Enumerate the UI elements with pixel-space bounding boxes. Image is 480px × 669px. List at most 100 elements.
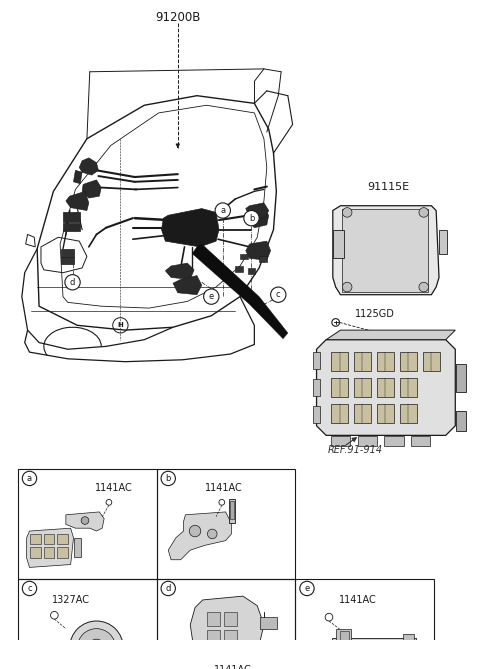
Polygon shape bbox=[326, 330, 456, 340]
Bar bbox=[403, 634, 414, 654]
Circle shape bbox=[81, 516, 89, 524]
Bar bbox=[206, 612, 220, 626]
Bar bbox=[313, 352, 320, 369]
Polygon shape bbox=[66, 512, 104, 531]
Bar bbox=[313, 379, 320, 396]
Text: c: c bbox=[276, 290, 281, 299]
Text: e: e bbox=[209, 292, 214, 301]
Polygon shape bbox=[248, 209, 269, 227]
Text: 1141AC: 1141AC bbox=[205, 483, 242, 493]
Bar bbox=[77, 667, 116, 669]
Bar bbox=[240, 254, 248, 260]
Text: 91115E: 91115E bbox=[367, 181, 409, 191]
Circle shape bbox=[88, 639, 105, 656]
Bar bbox=[339, 631, 349, 648]
Circle shape bbox=[161, 471, 175, 486]
Circle shape bbox=[189, 525, 201, 537]
Bar bbox=[331, 404, 348, 423]
Bar bbox=[228, 500, 235, 523]
Bar bbox=[354, 404, 371, 423]
Text: REF.91-914: REF.91-914 bbox=[328, 445, 383, 455]
Polygon shape bbox=[333, 206, 439, 295]
Bar bbox=[63, 213, 80, 222]
Text: 1327AC: 1327AC bbox=[52, 595, 90, 605]
Circle shape bbox=[215, 203, 230, 218]
Circle shape bbox=[244, 211, 259, 226]
Polygon shape bbox=[173, 276, 202, 295]
Circle shape bbox=[70, 621, 123, 669]
Text: 1141AC: 1141AC bbox=[215, 665, 252, 669]
Polygon shape bbox=[82, 180, 101, 198]
Bar bbox=[377, 404, 394, 423]
Text: b: b bbox=[249, 213, 254, 223]
Bar bbox=[331, 436, 350, 446]
Text: 1141AC: 1141AC bbox=[95, 483, 132, 493]
Text: c: c bbox=[27, 584, 32, 593]
Bar bbox=[332, 652, 416, 659]
Bar bbox=[354, 378, 371, 397]
Bar bbox=[61, 249, 74, 258]
Bar bbox=[61, 258, 74, 264]
Circle shape bbox=[342, 207, 352, 217]
Circle shape bbox=[300, 581, 314, 595]
Bar bbox=[439, 229, 447, 254]
Bar bbox=[456, 363, 466, 392]
Text: e: e bbox=[304, 584, 310, 593]
Bar bbox=[260, 617, 277, 629]
Text: 1125GD: 1125GD bbox=[355, 309, 395, 319]
Circle shape bbox=[65, 274, 80, 290]
Polygon shape bbox=[73, 171, 82, 184]
Polygon shape bbox=[166, 263, 194, 280]
Bar bbox=[57, 547, 68, 558]
Circle shape bbox=[207, 529, 217, 539]
Bar bbox=[30, 534, 41, 545]
Bar bbox=[456, 411, 466, 431]
Bar bbox=[331, 378, 348, 397]
Bar bbox=[18, 469, 157, 579]
Bar bbox=[332, 638, 416, 652]
Bar bbox=[73, 538, 81, 557]
Circle shape bbox=[342, 282, 352, 292]
Text: d: d bbox=[166, 584, 171, 593]
Bar bbox=[331, 352, 348, 371]
Circle shape bbox=[271, 287, 286, 302]
Bar bbox=[377, 378, 394, 397]
Bar bbox=[57, 534, 68, 545]
Bar bbox=[235, 266, 243, 272]
Bar bbox=[248, 268, 255, 274]
Bar bbox=[224, 630, 237, 643]
Polygon shape bbox=[246, 203, 269, 218]
Circle shape bbox=[77, 629, 116, 667]
Polygon shape bbox=[26, 529, 73, 567]
Polygon shape bbox=[192, 244, 288, 339]
Bar bbox=[342, 209, 429, 292]
Bar bbox=[336, 629, 351, 650]
Bar bbox=[224, 612, 237, 626]
Text: a: a bbox=[27, 474, 32, 483]
Circle shape bbox=[204, 289, 219, 304]
Circle shape bbox=[22, 471, 36, 486]
Bar bbox=[44, 534, 54, 545]
Bar bbox=[377, 352, 394, 371]
Polygon shape bbox=[79, 158, 98, 175]
Bar bbox=[400, 378, 417, 397]
Polygon shape bbox=[66, 191, 89, 211]
Text: 91200B: 91200B bbox=[155, 11, 201, 23]
Bar bbox=[63, 223, 80, 231]
Bar bbox=[400, 404, 417, 423]
Circle shape bbox=[419, 207, 429, 217]
Text: d: d bbox=[70, 278, 75, 287]
Bar bbox=[157, 579, 296, 669]
Circle shape bbox=[22, 581, 36, 595]
Text: b: b bbox=[166, 474, 171, 483]
Bar bbox=[384, 436, 404, 446]
Text: a: a bbox=[220, 206, 225, 215]
Bar bbox=[296, 579, 434, 669]
Bar bbox=[411, 436, 431, 446]
Bar bbox=[30, 547, 41, 558]
Bar bbox=[18, 579, 157, 669]
Bar bbox=[423, 352, 440, 371]
Polygon shape bbox=[316, 340, 456, 436]
Bar bbox=[313, 405, 320, 423]
Bar bbox=[157, 469, 296, 579]
